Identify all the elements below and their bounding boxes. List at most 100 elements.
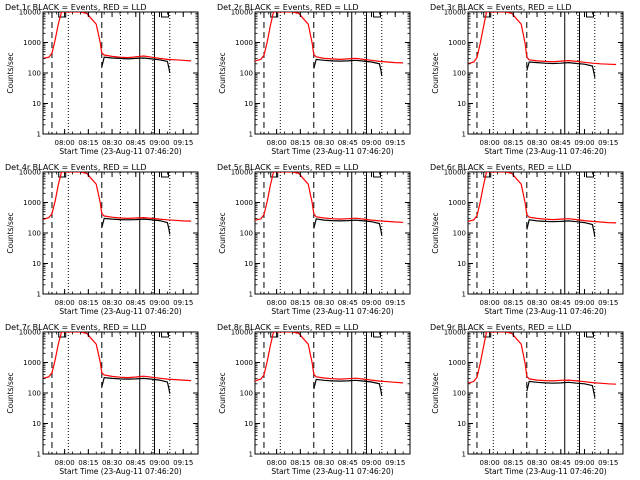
x-tick-label: 09:15 xyxy=(173,299,193,307)
y-tick-label: 100 xyxy=(28,390,41,398)
x-tick-label: 09:15 xyxy=(385,299,405,307)
x-axis-label: Start Time (23-Aug-11 07:46:20) xyxy=(271,307,393,316)
bracket-mark xyxy=(161,332,170,338)
y-tick-label: 100 xyxy=(240,70,253,78)
y-tick-label: 1000 xyxy=(448,39,466,47)
x-tick-label: 08:45 xyxy=(551,139,571,147)
y-tick-label: 100 xyxy=(240,230,253,238)
bracket-mark xyxy=(270,172,279,178)
lld-series-line xyxy=(468,12,617,66)
x-tick-label: 09:00 xyxy=(361,299,381,307)
x-tick-label: 08:00 xyxy=(267,299,287,307)
detector-panel-6: 1 10 100 1000 10000 08:00 08:15 08:30 08:45 09:00… xyxy=(430,163,624,316)
events-series-line xyxy=(101,376,171,394)
x-tick-label: 09:15 xyxy=(173,459,193,467)
detector-panel-5: 1 10 100 1000 10000 08:00 08:15 08:30 08:45 09:00… xyxy=(217,163,411,316)
panel-title: Det 8r BLACK = Events, RED = LLD xyxy=(217,323,359,332)
y-tick-label: 1000 xyxy=(235,199,253,207)
y-tick-label: 100 xyxy=(28,230,41,238)
y-tick-label: 10 xyxy=(244,100,253,108)
y-tick-label: 1 xyxy=(249,131,253,139)
y-tick-label: 100 xyxy=(453,390,466,398)
x-tick-label: 09:15 xyxy=(385,139,405,147)
y-tick-label: 100 xyxy=(240,390,253,398)
y-axis-label: Counts/sec xyxy=(218,52,227,93)
y-tick-label: 100 xyxy=(28,70,41,78)
y-tick-label: 1 xyxy=(249,451,253,459)
bracket-mark xyxy=(483,332,492,338)
events-series-line xyxy=(101,217,171,235)
x-axis-label: Start Time (23-Aug-11 07:46:20) xyxy=(484,147,606,156)
x-tick-label: 08:15 xyxy=(78,299,98,307)
bracket-mark xyxy=(161,172,170,178)
y-tick-label: 10 xyxy=(244,260,253,268)
events-series-line xyxy=(526,380,596,398)
events-series-line xyxy=(526,219,596,237)
panel-title: Det 6r BLACK = Events, RED = LLD xyxy=(430,163,572,172)
y-axis-label: Counts/sec xyxy=(431,52,440,93)
x-tick-label: 08:15 xyxy=(290,139,310,147)
panel-title: Det 1r BLACK = Events, RED = LLD xyxy=(5,3,147,12)
lld-series-line xyxy=(43,172,192,222)
y-tick-label: 10 xyxy=(32,260,41,268)
bracket-mark xyxy=(586,332,595,338)
bracket-mark xyxy=(586,12,595,18)
detector-panel-9: 1 10 100 1000 10000 08:00 08:15 08:30 08:45 09:00… xyxy=(430,323,624,476)
x-tick-label: 08:15 xyxy=(290,459,310,467)
y-tick-label: 1 xyxy=(37,131,41,139)
y-tick-label: 10000 xyxy=(231,169,253,177)
x-tick-label: 08:00 xyxy=(480,139,500,147)
x-tick-label: 08:15 xyxy=(503,459,523,467)
bracket-mark xyxy=(270,332,279,338)
y-tick-label: 1 xyxy=(37,291,41,299)
y-tick-label: 1000 xyxy=(23,39,41,47)
events-series-line xyxy=(101,56,171,74)
y-axis-label: Counts/sec xyxy=(6,52,15,93)
x-tick-label: 08:00 xyxy=(55,139,75,147)
x-tick-label: 08:45 xyxy=(551,299,571,307)
x-tick-label: 08:30 xyxy=(102,299,122,307)
y-tick-label: 100 xyxy=(453,70,466,78)
detector-panel-8: 1 10 100 1000 10000 08:00 08:15 08:30 08:45 09:00… xyxy=(217,323,411,476)
x-tick-label: 08:30 xyxy=(314,459,334,467)
events-series-line xyxy=(313,378,383,397)
x-tick-label: 08:45 xyxy=(126,139,146,147)
bracket-mark xyxy=(373,332,382,338)
x-tick-label: 09:00 xyxy=(149,139,169,147)
y-tick-label: 10 xyxy=(32,420,41,428)
x-tick-label: 09:15 xyxy=(598,459,618,467)
panel-title: Det 7r BLACK = Events, RED = LLD xyxy=(5,323,147,332)
y-tick-label: 10 xyxy=(457,260,466,268)
x-tick-label: 08:30 xyxy=(527,139,547,147)
y-tick-label: 1000 xyxy=(235,359,253,367)
y-tick-label: 10000 xyxy=(444,169,466,177)
x-axis-label: Start Time (23-Aug-11 07:46:20) xyxy=(59,307,181,316)
bracket-mark xyxy=(161,12,170,18)
detector-panel-1: 1 10 100 1000 10000 08:00 08:15 08:30 08:45 09:00… xyxy=(5,3,199,156)
bracket-mark xyxy=(270,12,279,18)
events-series-line xyxy=(526,61,596,78)
x-tick-label: 08:45 xyxy=(551,459,571,467)
x-tick-label: 08:30 xyxy=(102,139,122,147)
y-axis-label: Counts/sec xyxy=(431,212,440,253)
x-tick-label: 08:30 xyxy=(314,299,334,307)
y-axis-label: Counts/sec xyxy=(218,372,227,413)
x-axis-label: Start Time (23-Aug-11 07:46:20) xyxy=(484,467,606,476)
y-tick-label: 10000 xyxy=(19,9,41,17)
x-tick-label: 08:15 xyxy=(290,299,310,307)
y-tick-label: 10 xyxy=(457,100,466,108)
x-tick-label: 08:00 xyxy=(55,299,75,307)
y-tick-label: 10000 xyxy=(444,9,466,17)
x-tick-label: 09:15 xyxy=(385,459,405,467)
x-tick-label: 09:15 xyxy=(598,299,618,307)
x-tick-label: 09:00 xyxy=(149,459,169,467)
lld-series-line xyxy=(43,332,192,382)
y-axis-label: Counts/sec xyxy=(431,372,440,413)
events-series-line xyxy=(313,218,383,236)
lld-series-line xyxy=(255,332,404,384)
bracket-mark xyxy=(373,12,382,18)
lld-series-line xyxy=(255,172,404,223)
y-tick-label: 100 xyxy=(453,230,466,238)
bracket-mark xyxy=(483,12,492,18)
x-tick-label: 08:15 xyxy=(78,459,98,467)
